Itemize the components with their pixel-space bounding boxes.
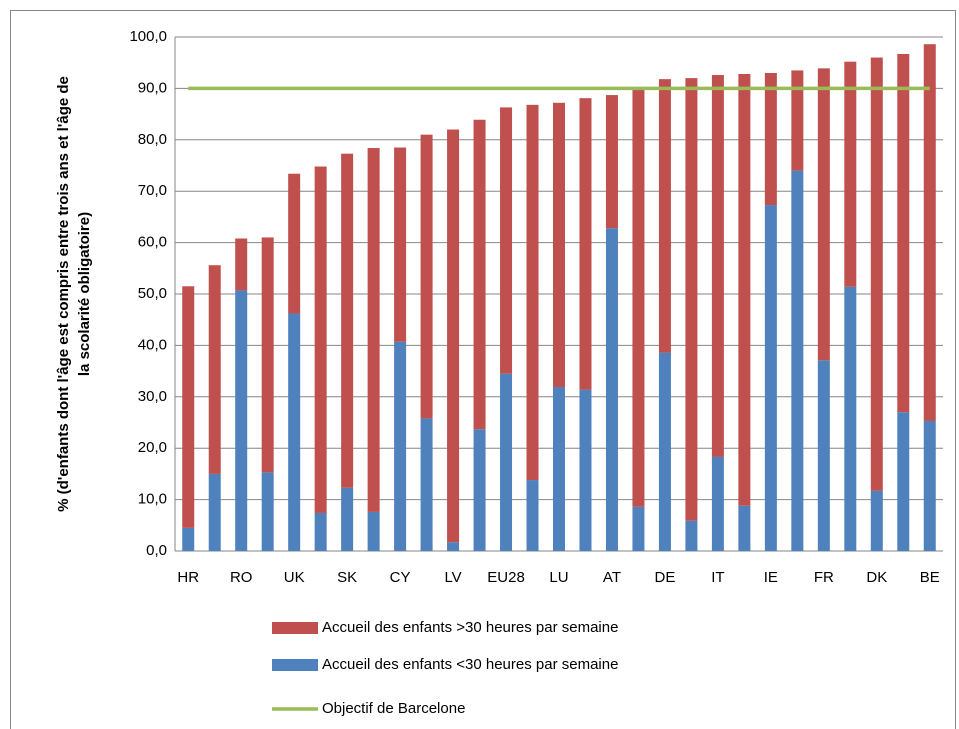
y-tick-label: 50,0 [138,285,167,302]
bar [817,360,830,551]
bar [658,352,671,551]
bar [605,95,618,229]
y-tick-label: 90,0 [138,79,167,96]
bar [420,418,433,551]
y-tick-label: 80,0 [138,131,167,148]
bar [341,487,354,551]
bar [817,68,830,361]
x-tick-label: IE [764,569,778,586]
bar [473,429,486,551]
bar [447,542,460,551]
y-tick-label: 20,0 [138,439,167,456]
x-tick-label: DE [655,569,676,586]
x-tick-label: SK [337,569,357,586]
y-axis-title-line: la scolarité obligatoire) [76,212,93,376]
bar [658,79,671,353]
bar [711,75,724,457]
bar [553,387,565,551]
x-tick-label: DK [866,569,887,586]
bar [235,290,248,551]
bar [208,473,221,551]
legend-label: Accueil des enfants >30 heures par semai… [322,619,618,636]
bar [791,170,804,551]
legend-swatch [272,622,318,634]
x-tick-label: AT [603,569,621,586]
bar [473,119,486,430]
y-tick-label: 40,0 [138,336,167,353]
y-tick-label: 60,0 [138,234,167,251]
chart-frame [10,10,956,729]
legend-label: Accueil des enfants <30 heures par semai… [322,656,618,673]
x-tick-label: RO [230,569,253,586]
y-tick-label: 70,0 [138,182,167,199]
bar [367,511,380,551]
x-tick-label: CY [390,569,411,586]
x-tick-label: FR [814,569,834,586]
bar [764,72,777,206]
bar [235,238,248,291]
bar [685,78,698,521]
bar [897,412,910,551]
y-tick-label: 10,0 [138,491,167,508]
legend-label: Objectif de Barcelone [322,700,465,717]
bar [870,490,883,551]
x-tick-label: EU28 [487,569,525,586]
bar [605,228,618,551]
bar [500,373,513,551]
x-tick-label: IT [711,569,724,586]
x-tick-label: BE [920,569,940,586]
x-tick-label: LU [549,569,568,586]
bar [208,265,221,474]
x-tick-label: UK [284,569,305,586]
bar [632,506,645,551]
bar [367,148,380,512]
bar [553,102,565,388]
bar [288,173,301,314]
bar [261,237,274,473]
x-tick-label: HR [177,569,199,586]
y-tick-label: 0,0 [146,542,167,559]
bar [288,313,301,551]
bar [394,147,407,342]
bar [632,89,645,507]
bar [897,53,910,413]
bar [579,98,592,390]
bar [182,527,195,551]
bar [394,341,407,551]
bar [447,129,460,543]
bar [314,512,327,551]
bar [738,505,751,551]
bar [844,61,857,287]
bar [500,107,513,374]
bar [711,456,724,551]
bar [261,472,274,551]
bar [844,286,857,551]
bar [314,166,327,513]
y-axis-title: % (d'enfants dont l'âge est compris entr… [55,76,93,512]
y-axis-title-line: % (d'enfants dont l'âge est compris entr… [55,76,72,512]
bar [738,74,751,506]
bar [526,104,539,481]
bar [923,44,936,421]
x-tick-label: LV [444,569,461,586]
bar [685,520,698,551]
y-tick-label: 30,0 [138,388,167,405]
bar [341,153,354,488]
bar [870,57,883,491]
bar [791,70,804,171]
bar [526,480,539,551]
bar [764,205,777,551]
bar [579,389,592,551]
bar [923,420,936,551]
bar [420,134,433,419]
y-tick-label: 100,0 [129,28,167,45]
legend-swatch [272,659,318,671]
bar [182,286,195,528]
